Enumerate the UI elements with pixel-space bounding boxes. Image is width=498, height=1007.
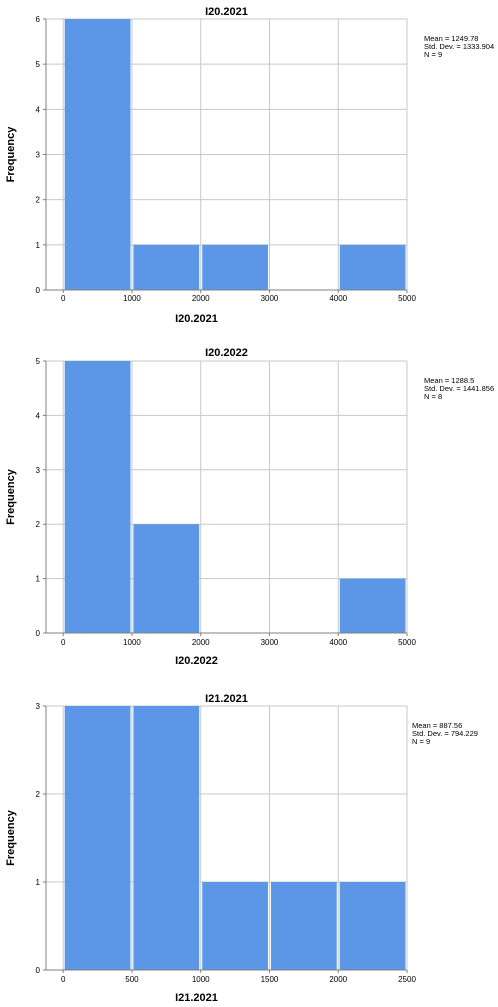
x-tick-label: 2500 <box>398 975 416 984</box>
y-tick-label: 5 <box>36 357 41 366</box>
stats-line: N = 9 <box>412 737 430 746</box>
x-tick-label: 4000 <box>329 638 347 647</box>
y-tick-label: 5 <box>36 60 41 69</box>
x-tick-label: 3000 <box>261 294 279 303</box>
histogram-bar <box>339 882 406 970</box>
histogram-1: 0 1 2 3 4 5 6 0 1000 2000 3000 4000 5000 I20.2021 I20.… <box>5 6 494 325</box>
x-tick-label: 1000 <box>123 294 141 303</box>
histogram-bar <box>133 524 200 633</box>
histogram-bar <box>64 706 131 970</box>
stats-line: Std. Dev. = 794.229 <box>412 729 478 738</box>
chart-title: I20.2021 <box>205 6 248 18</box>
y-tick-label: 3 <box>36 151 41 160</box>
x-tick-label: 1000 <box>192 975 210 984</box>
y-axis-label: Frequency <box>5 809 17 866</box>
stats-line: Mean = 1288.5 <box>424 376 474 385</box>
x-axis-label: I21.2021 <box>175 992 218 1004</box>
y-tick-label: 3 <box>36 702 41 711</box>
y-tick-label: 1 <box>36 241 41 250</box>
y-tick-label: 0 <box>36 629 41 638</box>
y-tick-label: 2 <box>36 196 41 205</box>
y-tick-label: 2 <box>36 520 41 529</box>
y-axis-label: Frequency <box>5 126 17 183</box>
chart-title: I20.2022 <box>205 347 248 359</box>
histogram-bar <box>133 244 200 290</box>
histogram-bar <box>270 882 337 970</box>
y-tick-label: 1 <box>36 575 41 584</box>
x-tick-label: 0 <box>61 975 66 984</box>
histogram-bar <box>339 578 406 633</box>
y-tick-label: 2 <box>36 790 41 799</box>
x-tick-label: 0 <box>61 638 66 647</box>
x-tick-label: 2000 <box>192 638 210 647</box>
stats-line: Std. Dev. = 1333.904 <box>424 42 494 51</box>
x-tick-label: 500 <box>125 975 139 984</box>
histogram-bar <box>339 244 406 290</box>
histogram-bar <box>202 882 268 970</box>
x-tick-label: 1000 <box>123 638 141 647</box>
x-tick-label: 2000 <box>329 975 347 984</box>
x-tick-label: 1500 <box>261 975 279 984</box>
y-tick-label: 6 <box>36 15 41 24</box>
y-tick-label: 4 <box>36 105 41 114</box>
y-tick-label: 0 <box>36 966 41 975</box>
y-tick-label: 4 <box>36 411 41 420</box>
y-tick-label: 3 <box>36 466 41 475</box>
y-axis-label: Frequency <box>5 468 17 525</box>
x-tick-label: 2000 <box>192 294 210 303</box>
x-tick-label: 0 <box>61 294 66 303</box>
stats-line: N = 9 <box>424 50 442 59</box>
chart-title: I21.2021 <box>205 693 248 705</box>
histogram-bar <box>64 361 131 633</box>
histogram-bar <box>64 19 131 290</box>
y-tick-label: 1 <box>36 878 41 887</box>
x-tick-label: 3000 <box>261 638 279 647</box>
stats-line: Mean = 1249.78 <box>424 34 478 43</box>
stats-line: Mean = 887.56 <box>412 721 462 730</box>
histogram-bar <box>133 706 200 970</box>
x-tick-label: 4000 <box>329 294 347 303</box>
histogram-3: 0 1 2 3 0 500 1000 1500 2000 2500 I21.2021 I21.2021… <box>5 693 478 1004</box>
x-tick-label: 5000 <box>398 638 416 647</box>
stats-line: N = 8 <box>424 392 442 401</box>
histogram-bar <box>202 244 268 290</box>
x-axis-label: I20.2022 <box>175 655 218 667</box>
stats-line: Std. Dev. = 1441.856 <box>424 384 494 393</box>
x-tick-label: 5000 <box>398 294 416 303</box>
histogram-2: 0 1 2 3 4 5 0 1000 2000 3000 4000 5000 I20.2022 I20.2… <box>5 347 494 667</box>
x-axis-label: I20.2021 <box>175 313 218 325</box>
y-tick-label: 0 <box>36 286 41 295</box>
